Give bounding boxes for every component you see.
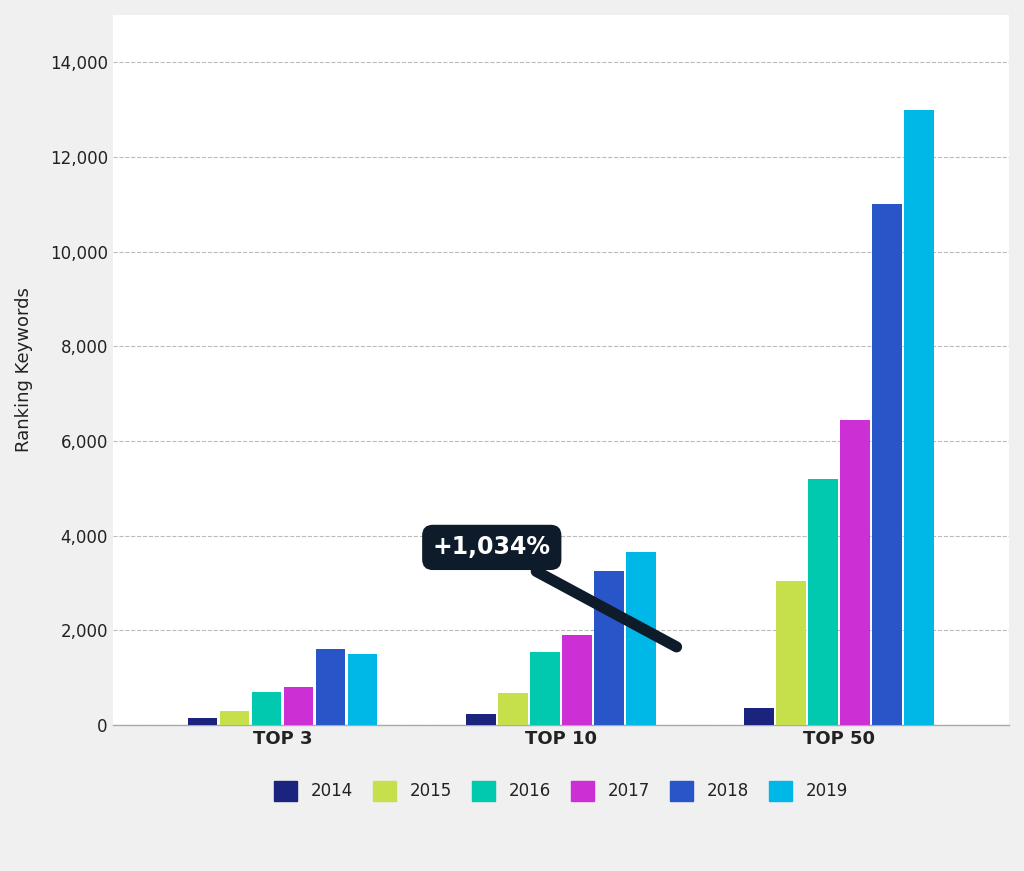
Bar: [626, 552, 655, 725]
Bar: [252, 692, 282, 725]
Bar: [284, 687, 313, 725]
Bar: [904, 110, 934, 725]
Text: +1,034%: +1,034%: [433, 536, 677, 647]
Bar: [530, 652, 559, 725]
Bar: [220, 711, 249, 725]
Bar: [841, 420, 869, 725]
Y-axis label: Ranking Keywords: Ranking Keywords: [15, 287, 33, 452]
Bar: [808, 479, 838, 725]
Bar: [744, 708, 774, 725]
Bar: [594, 571, 624, 725]
Bar: [872, 205, 902, 725]
Bar: [562, 635, 592, 725]
Bar: [187, 718, 217, 725]
Legend: 2014, 2015, 2016, 2017, 2018, 2019: 2014, 2015, 2016, 2017, 2018, 2019: [266, 773, 856, 809]
Bar: [776, 581, 806, 725]
Bar: [315, 649, 345, 725]
Bar: [466, 714, 496, 725]
Bar: [348, 654, 377, 725]
Bar: [498, 692, 527, 725]
